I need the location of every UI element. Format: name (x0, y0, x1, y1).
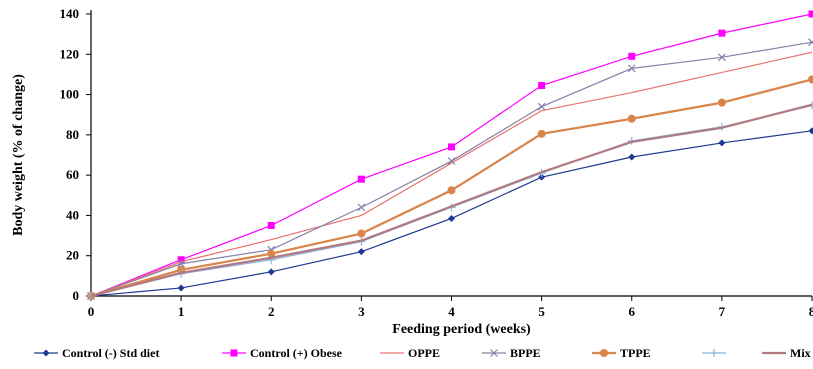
x-tick-label: 1 (178, 304, 185, 319)
data-point (268, 222, 275, 229)
x-tick-label: 0 (88, 304, 95, 319)
data-point (448, 215, 455, 222)
data-point (809, 127, 813, 134)
y-axis-title: Body weight (% of change) (11, 74, 26, 236)
x-tick-label: 7 (719, 304, 726, 319)
data-point (718, 99, 726, 107)
y-tick-label: 140 (60, 6, 80, 21)
y-tick-label: 60 (66, 167, 79, 182)
x-tick-label: 5 (538, 304, 545, 319)
legend-marker (600, 349, 608, 357)
x-tick-label: 6 (629, 304, 636, 319)
y-tick-label: 100 (60, 87, 80, 102)
data-point (808, 75, 813, 83)
series-line-control-obese (91, 14, 812, 296)
legend-label: Mix (790, 346, 811, 360)
y-tick-label: 20 (66, 248, 79, 263)
x-axis-title: Feeding period (weeks) (392, 322, 531, 337)
data-point (538, 82, 545, 89)
data-point (448, 143, 455, 150)
legend-marker (710, 349, 718, 357)
legend-label: OPPE (408, 346, 440, 360)
data-point (358, 248, 365, 255)
data-point (628, 115, 636, 123)
series-line-oppe (91, 52, 812, 296)
data-point (358, 176, 365, 183)
data-point (357, 230, 365, 238)
x-tick-label: 4 (448, 304, 455, 319)
data-point (538, 103, 545, 110)
legend-label: TPPE (620, 346, 651, 360)
y-tick-label: 80 (66, 127, 79, 142)
legend-label: Control (-) Std diet (62, 346, 159, 360)
data-point (628, 53, 635, 60)
y-tick-label: 0 (73, 288, 80, 303)
legend-label: BPPE (510, 346, 541, 360)
data-point (628, 154, 635, 161)
legend-marker (43, 350, 50, 357)
data-point (809, 11, 813, 18)
y-tick-label: 120 (60, 46, 80, 61)
legend-label: Control (+) Obese (250, 346, 343, 360)
x-tick-label: 8 (809, 304, 813, 319)
x-tick-label: 2 (268, 304, 275, 319)
y-tick-label: 40 (66, 207, 79, 222)
data-point (358, 204, 365, 211)
data-point (538, 130, 546, 138)
data-point (178, 284, 185, 291)
x-tick-label: 3 (358, 304, 365, 319)
data-point (268, 268, 275, 275)
data-point (718, 30, 725, 37)
legend-marker (231, 350, 238, 357)
data-point (448, 186, 456, 194)
data-point (718, 139, 725, 146)
